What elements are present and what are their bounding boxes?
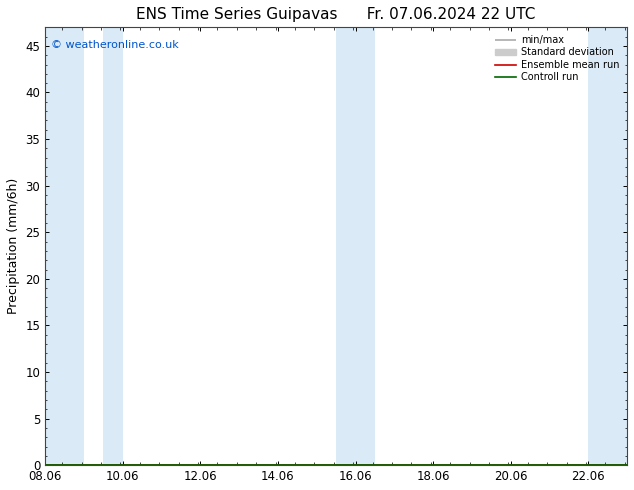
Text: © weatheronline.co.uk: © weatheronline.co.uk [51,40,179,50]
Y-axis label: Precipitation (mm/6h): Precipitation (mm/6h) [7,178,20,315]
Title: ENS Time Series Guipavas      Fr. 07.06.2024 22 UTC: ENS Time Series Guipavas Fr. 07.06.2024 … [136,7,536,22]
Bar [103,27,123,465]
Bar [588,27,627,465]
Bar [45,27,84,465]
Bar [336,27,375,465]
Legend: min/max, Standard deviation, Ensemble mean run, Controll run: min/max, Standard deviation, Ensemble me… [491,32,622,85]
